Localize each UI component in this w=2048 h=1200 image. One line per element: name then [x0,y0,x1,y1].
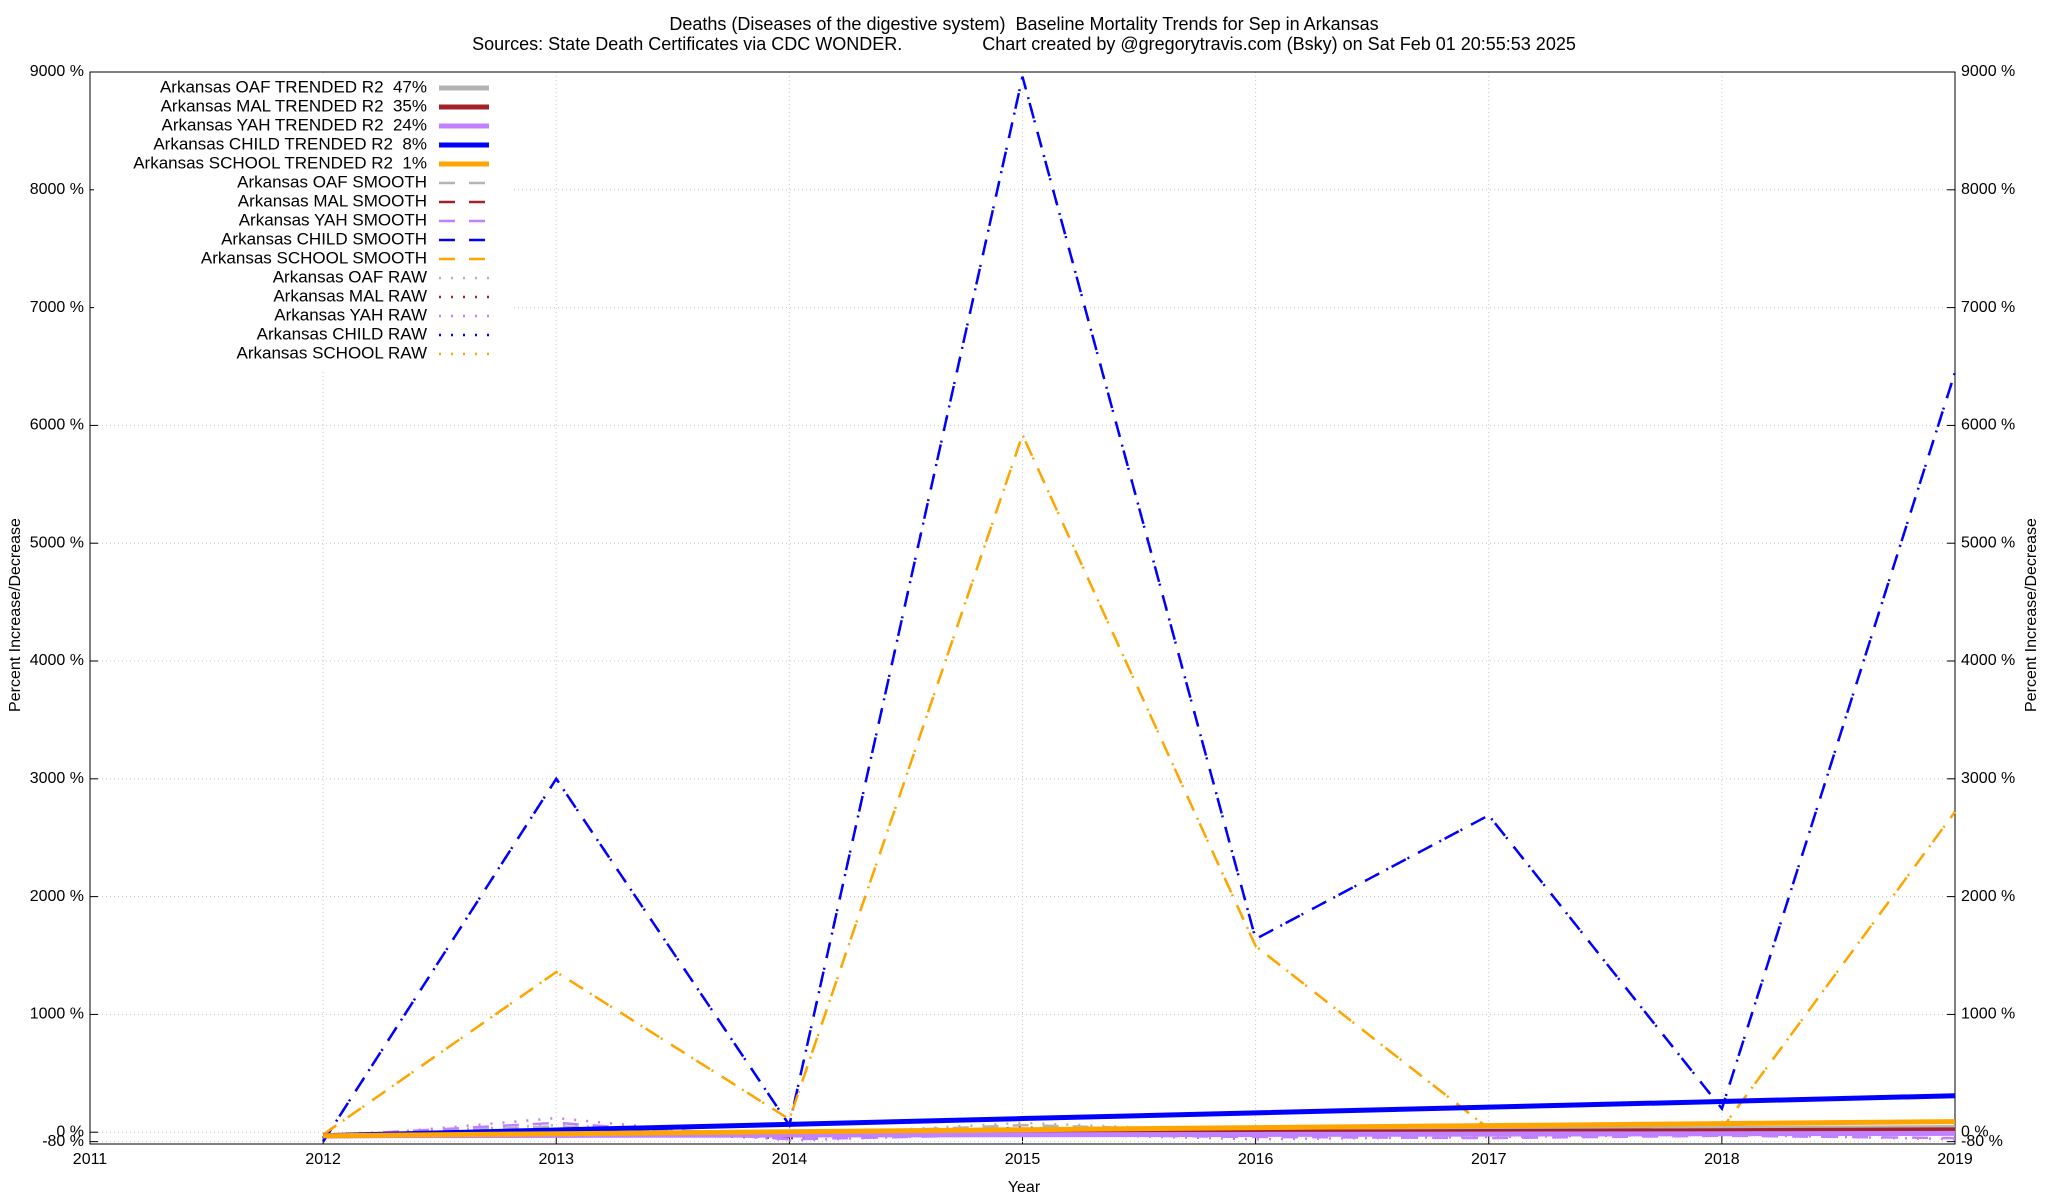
legend-label: Arkansas MAL RAW [273,286,427,305]
chart-title: Deaths (Diseases of the digestive system… [669,14,1378,34]
x-tick-label: 2013 [538,1151,574,1168]
plot-frame [89,71,1956,1145]
y2-tick-label: 6000 % [1961,417,2015,434]
y2-tick-label: 2000 % [1961,888,2015,905]
series-line [323,1093,1956,1139]
y-tick-label: 0 % [56,1123,84,1140]
x-tick-label: 2018 [1704,1151,1740,1168]
legend-label: Arkansas YAH TRENDED R2 24% [162,115,427,134]
y-tick-label: 4000 % [30,652,84,669]
y2-tick-label: 7000 % [1961,299,2015,316]
legend-label: Arkansas MAL SMOOTH [238,191,427,210]
legend-label: Arkansas OAF RAW [273,267,427,286]
legend-label: Arkansas CHILD TRENDED R2 8% [153,134,427,153]
y-tick-label: 7000 % [30,299,84,316]
series-line [323,1119,1956,1139]
x-tick-label: 2014 [772,1151,808,1168]
y2-tick-label: 4000 % [1961,652,2015,669]
x-axis-label: Year [1008,1179,1041,1196]
x-tick-label: 2016 [1238,1151,1274,1168]
x-tick-label: 2012 [305,1151,341,1168]
y-tick-label: -80 % [42,1133,84,1150]
series-line [322,76,1957,1143]
chart-subtitle: Sources: State Death Certificates via CD… [472,34,1576,54]
x-tick-label: 2019 [1937,1151,1973,1168]
legend-label: Arkansas SCHOOL SMOOTH [201,248,427,267]
x-tick-label: 2015 [1005,1151,1041,1168]
y2-tick-label: 0 % [1961,1123,1989,1140]
y-tick-label: 3000 % [30,770,84,787]
y-tick-label: 8000 % [30,181,84,198]
legend-label: Arkansas SCHOOL RAW [236,343,427,362]
legend-label: Arkansas YAH SMOOTH [239,210,427,229]
y2-tick-label: 1000 % [1961,1006,2015,1023]
y-tick-label: 5000 % [30,534,84,551]
x-tick-label: 2017 [1471,1151,1507,1168]
y2-tick-label: 3000 % [1961,770,2015,787]
y2-axis-label: Percent Increase/Decrease [2023,518,2040,712]
y2-tick-label: 9000 % [1961,63,2015,80]
x-tick-label: 2011 [73,1151,108,1168]
y-tick-label: 1000 % [30,1006,84,1023]
y-axis-label: Percent Increase/Decrease [7,518,24,712]
y-tick-label: 6000 % [30,417,84,434]
y-tick-label: 9000 % [30,63,84,80]
legend-label: Arkansas SCHOOL TRENDED R2 1% [133,153,427,172]
y-tick-label: 2000 % [30,888,84,905]
legend-label: Arkansas YAH RAW [274,305,427,324]
legend-label: Arkansas CHILD SMOOTH [221,229,427,248]
legend-label: Arkansas CHILD RAW [257,324,427,343]
y2-tick-label: -80 % [1961,1133,2003,1150]
legend-label: Arkansas OAF SMOOTH [237,172,427,191]
series-line [322,431,1957,1136]
y2-tick-label: 5000 % [1961,534,2015,551]
legend-label: Arkansas OAF TRENDED R2 47% [160,77,427,96]
legend-label: Arkansas MAL TRENDED R2 35% [161,96,427,115]
y2-tick-label: 8000 % [1961,181,2015,198]
